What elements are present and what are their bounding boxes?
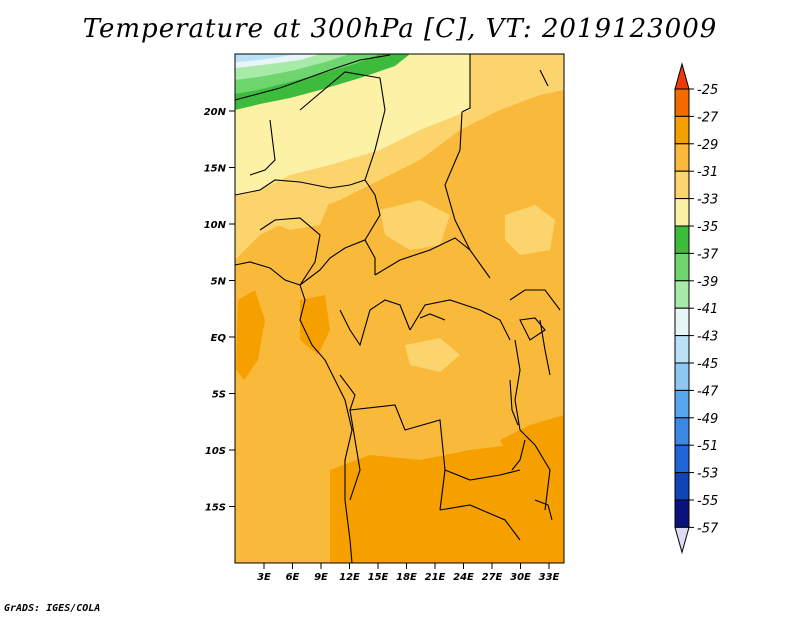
field-band-minus27-se (500, 415, 564, 480)
colorbar-segment (674, 307, 690, 337)
colorbar-segment (674, 362, 690, 391)
lat-tick-label: 10S (205, 446, 226, 457)
lon-tick-label: 21E (425, 572, 446, 583)
colorbar-segment (674, 444, 690, 474)
colorbar-label: -33 (697, 193, 718, 208)
colorbar-label: -49 (697, 412, 718, 427)
colorbar-segment (674, 417, 690, 446)
colorbar-bottom-arrow (674, 526, 690, 555)
colorbar-label: -37 (697, 247, 719, 262)
colorbar-segment (674, 252, 690, 282)
longitude-axis: 3E 6E 9E 12E 15E 18E 21E 24E 27E 30E 33E (257, 563, 560, 583)
lon-tick-label: 27E (482, 572, 503, 583)
field-band-minus43 (235, 54, 295, 62)
colorbar-segment (674, 143, 690, 172)
field-blob-east (505, 205, 555, 255)
colorbar-label: -57 (697, 521, 719, 536)
country-boundaries (235, 54, 561, 563)
colorbar-label: -25 (697, 83, 718, 98)
field-band-minus27-westcentral (300, 295, 330, 355)
colorbar-label: -35 (697, 220, 718, 235)
colorbar-segment (674, 88, 690, 117)
lon-tick-label: 33E (539, 572, 560, 583)
lon-tick-label: 30E (510, 572, 531, 583)
colorbar: -25 -27 -29 -31 -33 -35 -37 -39 -41 -43 -45 -47 -49 -… (674, 62, 719, 555)
colorbar-segment (674, 472, 690, 501)
colorbar-label: -47 (697, 384, 719, 399)
lat-tick-label: 5S (212, 390, 226, 401)
temperature-field (235, 54, 564, 563)
colorbar-segment (674, 280, 690, 309)
lat-tick-label: 15S (205, 503, 226, 514)
colorbar-label: -43 (697, 330, 718, 345)
colorbar-segment (674, 115, 690, 145)
field-blob-central (380, 200, 450, 250)
field-band-minus27-south (330, 430, 564, 563)
credit-text: GrADS: IGES/COLA (4, 603, 101, 614)
lon-tick-label: 3E (257, 572, 271, 583)
map-frame (234, 53, 565, 564)
colorbar-segment (674, 198, 690, 227)
colorbar-label: -39 (697, 275, 718, 290)
colorbar-segment (674, 225, 690, 254)
lon-tick-label: 18E (396, 572, 417, 583)
colorbar-segment (674, 170, 690, 200)
colorbar-segment (674, 499, 690, 528)
colorbar-segment (674, 335, 690, 364)
colorbar-label: -55 (697, 494, 718, 509)
lon-tick-label: 9E (314, 572, 328, 583)
lon-tick-label: 12E (339, 572, 360, 583)
field-band-minus29 (235, 90, 564, 563)
lat-tick-label: EQ (211, 333, 227, 344)
lat-tick-label: 15N (204, 164, 227, 175)
colorbar-label: -45 (697, 357, 718, 372)
lat-tick-label: 10N (204, 220, 227, 231)
field-blob-south (405, 338, 460, 372)
lat-tick-label: 20N (204, 107, 227, 118)
lon-tick-label: 6E (286, 572, 300, 583)
colorbar-label: -53 (697, 467, 718, 482)
colorbar-label: -27 (697, 110, 719, 125)
colorbar-label: -29 (697, 138, 718, 153)
lon-tick-label: 24E (453, 572, 474, 583)
colorbar-segment (674, 389, 690, 419)
lon-tick-label: 15E (368, 572, 389, 583)
chart-title: Temperature at 300hPa [C], VT: 201912300… (82, 14, 718, 44)
latitude-axis: 20N 15N 10N 5N EQ 5S 10S 15S (204, 107, 235, 514)
field-band-minus27-west (236, 290, 265, 380)
colorbar-top-arrow (674, 62, 690, 90)
colorbar-label: -51 (697, 439, 718, 454)
colorbar-label: -31 (697, 165, 718, 180)
lat-tick-label: 5N (211, 277, 227, 288)
colorbar-label: -41 (697, 302, 718, 317)
